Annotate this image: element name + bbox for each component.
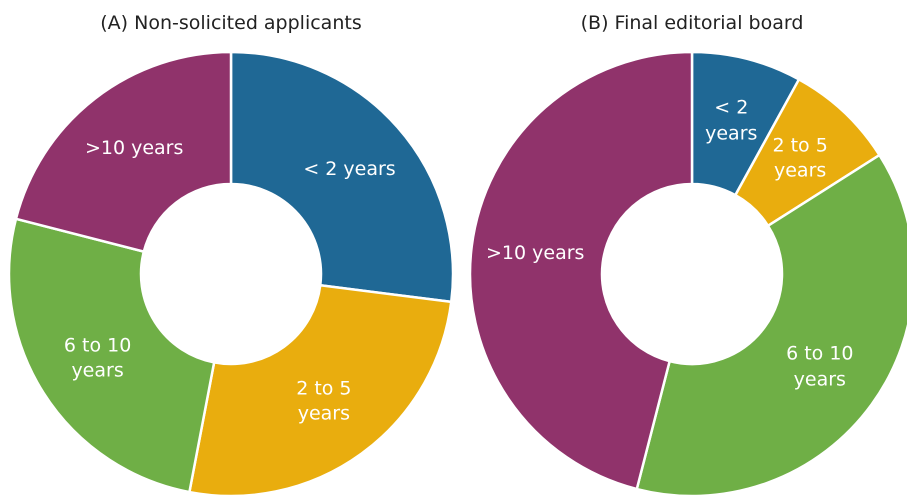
segment-label: 6 to 10 years — [786, 342, 854, 390]
donut-segment — [229, 50, 455, 304]
segment-label: < 2 years — [705, 96, 758, 144]
segment-label: >10 years — [84, 137, 184, 160]
segment-label: 2 to 5 years — [772, 134, 828, 182]
segment-label: 2 to 5 years — [296, 377, 352, 425]
donut-segment — [635, 153, 907, 497]
chart-title: (B) Final editorial board — [580, 12, 804, 34]
segment-label: < 2 years — [303, 157, 396, 180]
donut-segment — [7, 217, 216, 494]
donut-segment — [468, 50, 694, 491]
chart-title: (A) Non-solicited applicants — [100, 12, 362, 34]
segment-label: 6 to 10 years — [63, 334, 132, 382]
donut-segment — [14, 50, 233, 254]
donut-segment — [187, 283, 453, 497]
segment-label: >10 years — [486, 242, 585, 265]
